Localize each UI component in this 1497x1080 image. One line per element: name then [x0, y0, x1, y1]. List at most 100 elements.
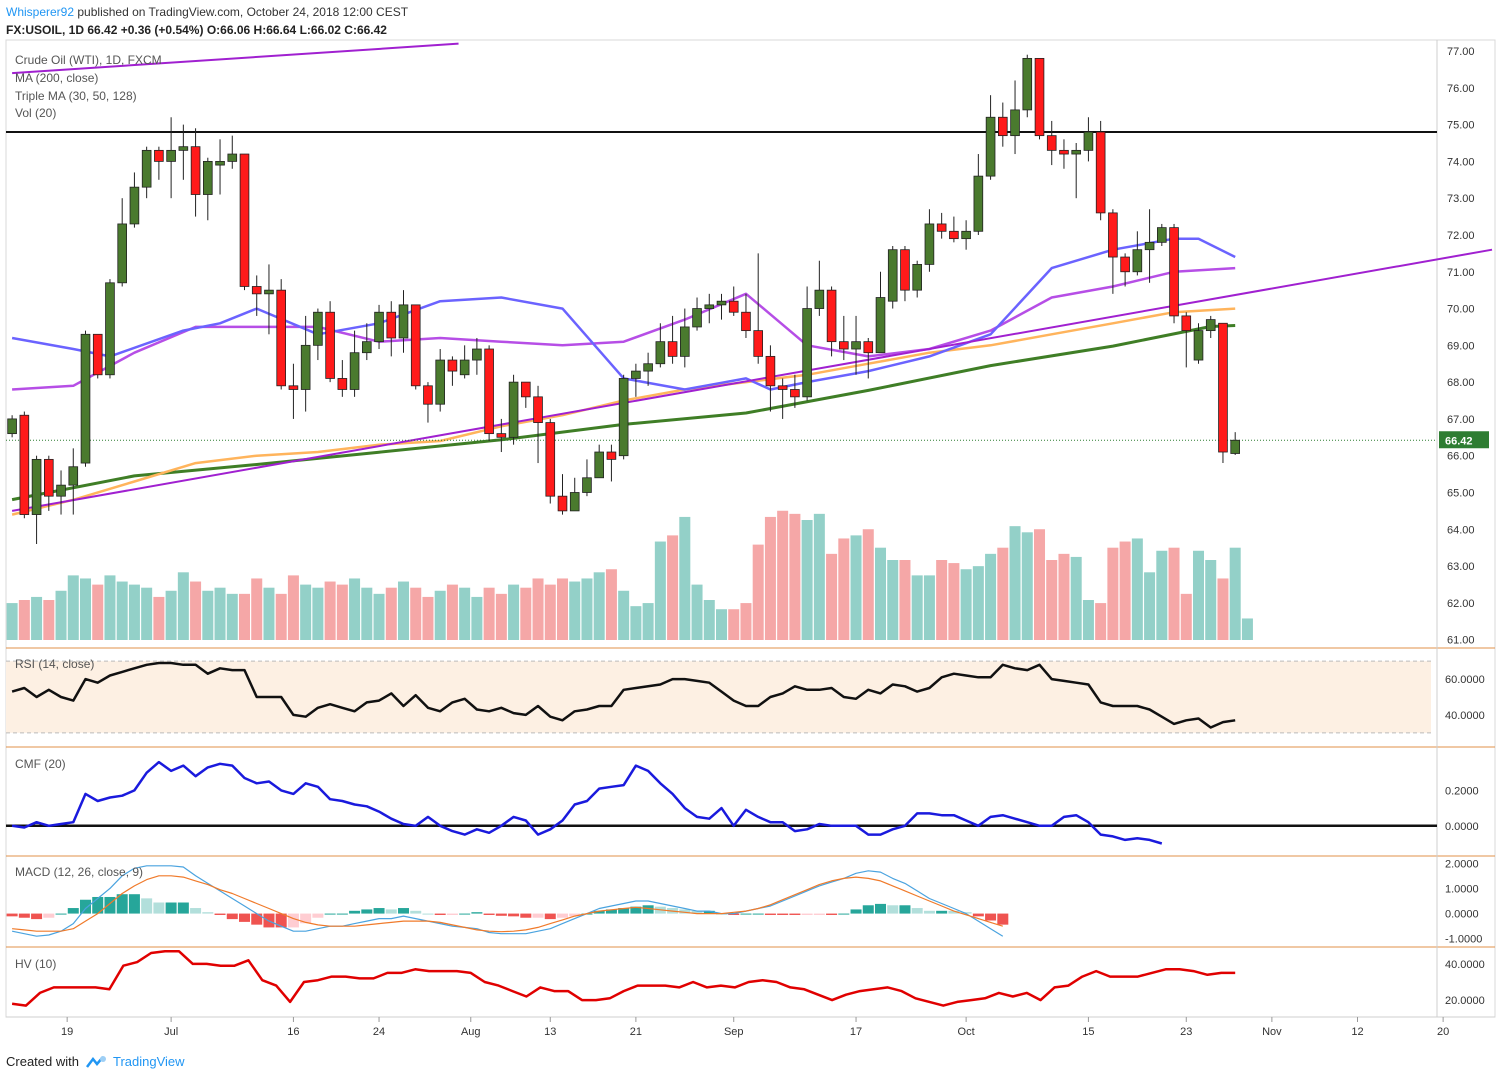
volume-bar: [1070, 556, 1082, 640]
macd-histogram-bar: [336, 913, 348, 915]
cmf-line: [11, 760, 1163, 845]
x-tick-label: Aug: [461, 1026, 481, 1038]
candle-body: [410, 304, 421, 387]
macd-histogram-bar: [251, 913, 263, 925]
macd-histogram-bar: [116, 894, 128, 914]
macd-histogram-bar: [936, 910, 948, 914]
ohlc-close-label: C:: [344, 23, 357, 37]
candle-body: [313, 311, 323, 346]
candle-body: [1205, 319, 1216, 332]
macd-histogram-bar: [740, 913, 752, 915]
rsi-line: [11, 661, 1236, 729]
volume-bar: [471, 596, 483, 640]
volume-bar: [556, 578, 569, 640]
candle-body: [325, 311, 335, 379]
macd-histogram-bar: [434, 913, 446, 915]
volume-bar: [79, 578, 92, 640]
candle-body: [1071, 149, 1081, 155]
macd-histogram-bar: [532, 913, 544, 918]
candle-body: [582, 477, 592, 493]
ohlc-low: 66.02: [310, 23, 341, 37]
macd-histogram-bar: [948, 910, 960, 914]
candle-body: [557, 495, 568, 512]
macd-histogram-bar: [556, 913, 569, 918]
volume-bar: [1217, 578, 1229, 640]
volume-bar: [31, 596, 43, 640]
x-tick-label: 16: [287, 1026, 299, 1038]
candle-body: [521, 381, 531, 398]
volume-bar: [422, 596, 434, 640]
macd-histogram-bar: [789, 913, 801, 915]
macd-label: MACD (12, 26, close, 9): [15, 865, 144, 879]
macd-tick-label: 1.0000: [1445, 883, 1479, 895]
candle-body: [31, 458, 42, 515]
macd-histogram-bar: [67, 908, 79, 914]
price-tick-label: 61.00: [1447, 635, 1475, 647]
volume-bar: [777, 510, 789, 640]
volume-bar: [826, 553, 838, 640]
volume-bar: [1009, 526, 1021, 640]
volume-bar: [532, 578, 544, 640]
macd-histogram-bar: [838, 913, 850, 915]
ma200-line: [11, 324, 1236, 502]
author-link[interactable]: Whisperer92: [6, 5, 75, 19]
price-tick-label: 71.00: [1447, 267, 1475, 279]
volume-bar: [1205, 560, 1217, 640]
volume-bar: [1156, 550, 1168, 640]
volume-bar: [361, 587, 373, 640]
candle-body: [141, 149, 152, 188]
volume-bar: [43, 600, 55, 640]
volume-bar: [544, 584, 556, 640]
candle-body: [459, 359, 470, 376]
macd-histogram-bar: [43, 913, 55, 918]
macd-histogram-bar: [887, 905, 899, 914]
x-tick-label: 19: [61, 1026, 73, 1038]
macd-histogram-bar: [165, 902, 177, 914]
volume-bar: [654, 541, 666, 640]
volume-bar: [55, 590, 67, 640]
candle-body: [1010, 109, 1020, 137]
volume-bar: [862, 529, 874, 640]
volume-bar: [569, 581, 581, 640]
volume-bar: [190, 581, 202, 640]
rsi-tick-label: 40.0000: [1445, 710, 1485, 722]
rsi-tick-label: 60.0000: [1445, 674, 1485, 686]
candle-body: [765, 355, 776, 387]
candle-body: [239, 153, 250, 287]
macd-histogram-bar: [520, 913, 532, 918]
macd-histogram-bar: [923, 910, 935, 914]
candle-body: [154, 149, 164, 162]
volume-bar: [67, 575, 79, 640]
macd-histogram-bar: [777, 913, 789, 915]
price-tick-label: 68.00: [1447, 377, 1475, 389]
volume-bar: [226, 593, 238, 640]
candle-body: [362, 341, 372, 354]
volume-bar: [838, 538, 850, 640]
macd-histogram-bar: [153, 902, 165, 914]
legend-ma200: MA (200, close): [15, 71, 99, 85]
macd-histogram-bar: [801, 913, 813, 915]
candle-body: [569, 492, 580, 512]
x-tick-label: Jul: [164, 1026, 178, 1038]
trendline-1: [11, 248, 1493, 512]
volume-bar: [410, 587, 422, 640]
volume-bar: [630, 606, 642, 640]
candle-body: [802, 308, 812, 398]
hv-label: HV (10): [15, 957, 57, 971]
tradingview-brand-link[interactable]: TradingView: [112, 1054, 185, 1069]
candle-body: [337, 378, 348, 390]
ohlc-low-label: L:: [299, 23, 311, 37]
candle-body: [1169, 227, 1179, 317]
macd-histogram-bar: [997, 913, 1009, 925]
candle-body: [790, 389, 800, 398]
volume-bar: [508, 584, 520, 640]
publish-info: published on TradingView.com, October 24…: [77, 5, 409, 19]
candle-body: [435, 359, 445, 405]
volume-bar: [715, 609, 728, 640]
candle-body: [1120, 256, 1130, 273]
x-tick-label: Sep: [724, 1026, 744, 1038]
last-price: 66.42: [87, 23, 118, 37]
price-tick-label: 64.00: [1447, 524, 1475, 536]
volume-bar: [1082, 600, 1094, 640]
